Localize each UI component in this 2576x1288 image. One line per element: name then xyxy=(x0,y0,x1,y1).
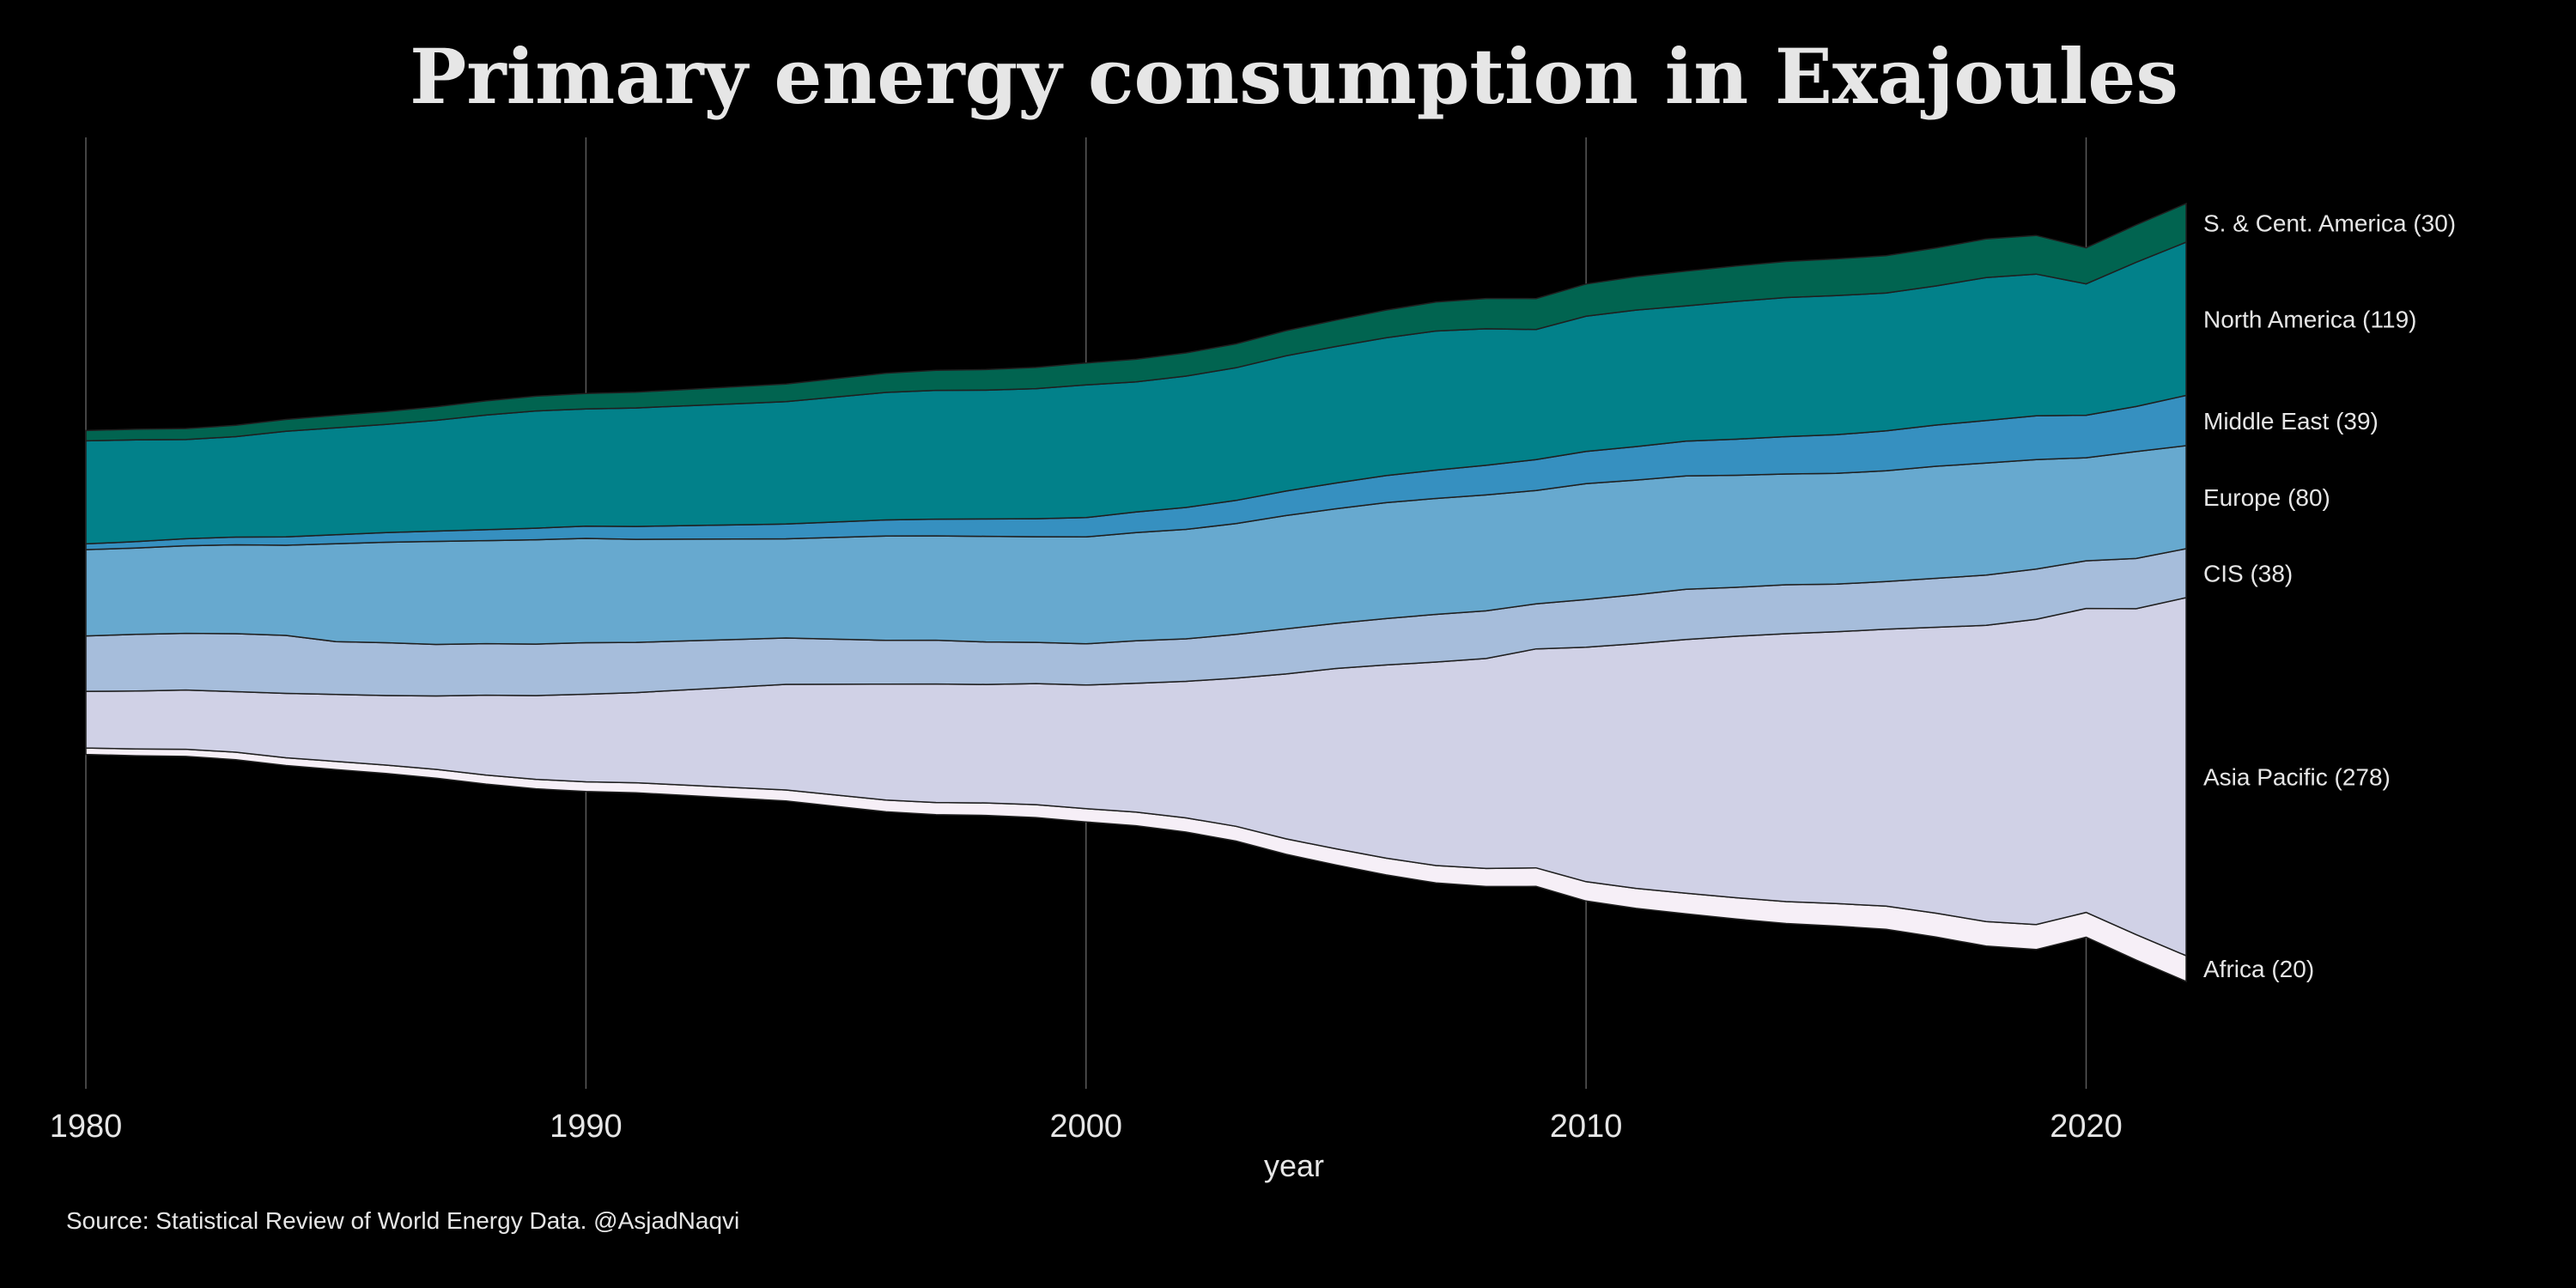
label-asia-pacific: Asia Pacific (278) xyxy=(2203,764,2391,791)
x-tick-2000: 2000 xyxy=(1049,1109,1122,1145)
x-tick-2020: 2020 xyxy=(2050,1109,2123,1145)
x-tick-1990: 1990 xyxy=(550,1109,623,1145)
series-labels: S. & Cent. America (30) North America (11… xyxy=(2203,210,2456,983)
x-axis-label: year xyxy=(1264,1148,1324,1183)
label-europe: Europe (80) xyxy=(2203,484,2330,511)
x-tick-2010: 2010 xyxy=(1550,1109,1623,1145)
area-s-cent-america xyxy=(85,202,2187,442)
x-tick-1980: 1980 xyxy=(50,1109,123,1145)
stream-areas xyxy=(85,202,2187,983)
label-s-cent-america: S. & Cent. America (30) xyxy=(2203,210,2456,237)
label-africa: Africa (20) xyxy=(2203,956,2314,982)
x-axis-ticks: 1980 1990 2000 2010 2020 xyxy=(50,1109,2123,1145)
label-north-america: North America (119) xyxy=(2203,306,2416,332)
chart-title: Primary energy consumption in Exajoules xyxy=(410,32,2178,121)
label-middle-east: Middle East (39) xyxy=(2203,408,2379,434)
label-cis: CIS (38) xyxy=(2203,561,2293,587)
source-note: Source: Statistical Review of World Ener… xyxy=(66,1207,739,1234)
